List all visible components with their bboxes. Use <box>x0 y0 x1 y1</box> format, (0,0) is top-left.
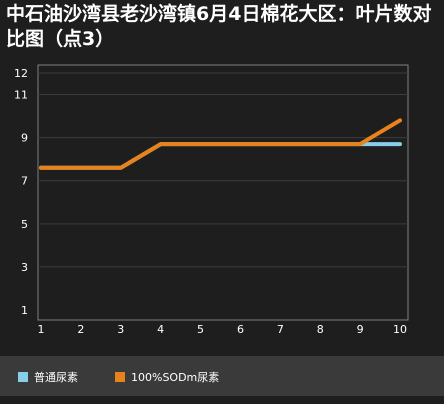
legend-label-series-1: 普通尿素 <box>34 371 78 384</box>
y-tick-label-1: 1 <box>21 304 28 317</box>
x-tick-label-6: 6 <box>237 323 244 336</box>
x-tick-label-3: 3 <box>117 323 124 336</box>
legend-swatch-series-2 <box>115 372 125 382</box>
chart-title: 中石油沙湾县老沙湾镇6月4日棉花大区：叶片数对比图（点3） <box>6 3 432 50</box>
x-tick-label-9: 9 <box>357 323 364 336</box>
x-tick-label-10: 10 <box>393 323 407 336</box>
x-tick-label-1: 1 <box>38 323 45 336</box>
legend: 普通尿素 100%SODm尿素 <box>0 356 444 396</box>
legend-item-series-2: 100%SODm尿素 <box>115 369 219 385</box>
x-tick-label-2: 2 <box>77 323 84 336</box>
x-tick-label-5: 5 <box>197 323 204 336</box>
series-line-2 <box>39 118 402 170</box>
legend-swatch-series-1 <box>18 372 28 382</box>
x-tick-label-8: 8 <box>317 323 324 336</box>
x-tick-label-4: 4 <box>157 323 164 336</box>
plot-area <box>37 64 409 321</box>
x-tick-label-7: 7 <box>277 323 284 336</box>
legend-label-series-2: 100%SODm尿素 <box>131 371 220 384</box>
y-tick-label-7: 7 <box>21 175 28 188</box>
y-tick-label-3: 3 <box>21 261 28 274</box>
legend-item-series-1: 普通尿素 <box>18 369 78 385</box>
y-tick-label-5: 5 <box>21 218 28 231</box>
y-tick-label-9: 9 <box>21 132 28 145</box>
y-tick-label-12: 12 <box>14 67 28 80</box>
y-tick-label-11: 11 <box>14 89 28 102</box>
